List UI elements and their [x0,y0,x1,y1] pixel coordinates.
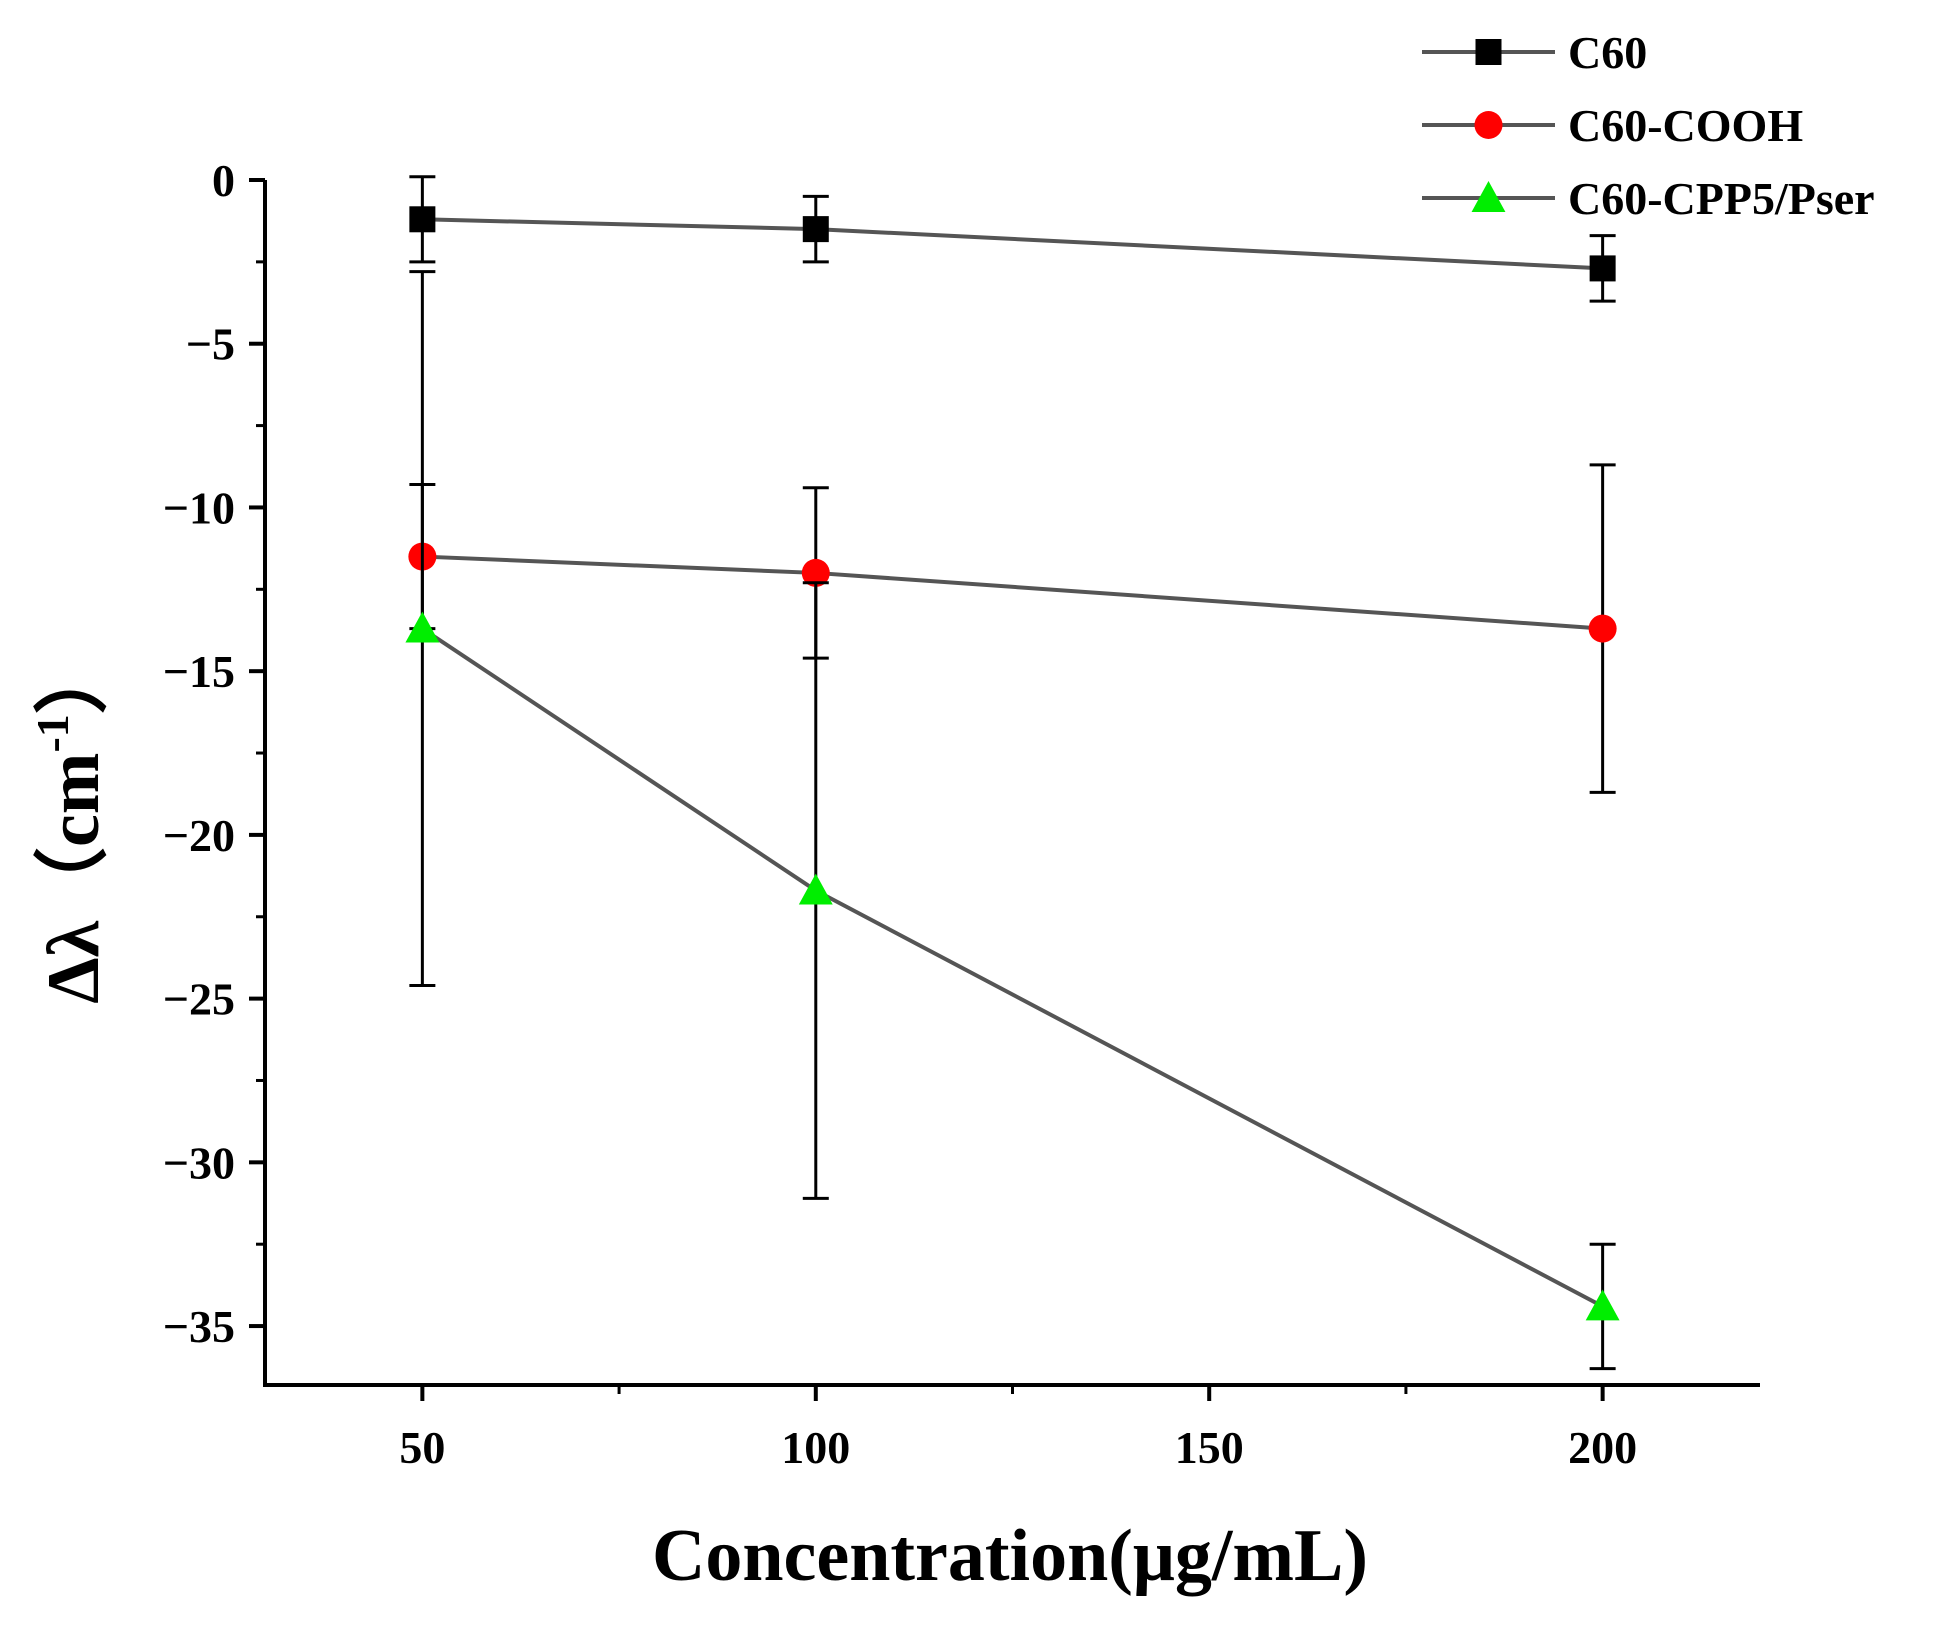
data-point [801,558,830,587]
y-tick-label: −20 [163,810,235,861]
x-tick-label: 50 [399,1422,445,1473]
legend-item: C60 [1422,27,1647,78]
x-tick-label: 100 [781,1422,850,1473]
data-point [1588,614,1617,643]
legend-marker [1474,111,1503,139]
legend: C60 C60-COOH C60-CPP5/Pser [1422,27,1875,224]
series-c60-cooh [408,463,1617,794]
data-point [1585,1289,1620,1321]
y-tick-label: −30 [163,1137,235,1188]
data-point [802,216,829,243]
y-tick-label: 0 [212,155,235,206]
x-tick-label: 150 [1175,1422,1244,1473]
legend-label: C60-COOH [1568,100,1803,151]
y-tick-label: −5 [186,319,235,370]
y-tick-label: −15 [163,646,235,697]
plot-area [405,175,1620,1371]
legend-item: C60-CPP5/Pser [1422,173,1875,224]
x-tick-label: 200 [1568,1422,1637,1473]
legend-label: C60-CPP5/Pser [1568,173,1875,224]
legend-item: C60-COOH [1422,100,1803,151]
legend-marker [1475,39,1502,65]
series-line [422,217,1603,271]
series-line [421,626,1604,1309]
y-tick-label: −35 [163,1301,235,1352]
x-axis-title: Concentration(μg/mL) [652,1515,1368,1597]
series-c60 [409,175,1616,303]
data-point [405,611,440,643]
y-tick-label: −25 [163,974,235,1025]
series-line [422,554,1603,631]
data-point [798,873,833,905]
axes: 0 −5 −10 −15 −20 −25 −30 −35 50 100 150 200 [163,155,1760,1473]
legend-marker [1471,181,1506,212]
y-tick-label: −10 [163,482,235,533]
data-point [1589,255,1616,282]
y-axis-title: Δλ（cm-1） [27,640,115,1004]
data-point [409,206,436,233]
y-axis-title-close: ） [33,640,115,714]
legend-label: C60 [1568,27,1647,78]
y-axis-title-main: Δλ（cm [33,753,115,1004]
series-c60-cpp5-pser [405,270,1620,1371]
y-axis-title-superscript: -1 [27,714,78,752]
